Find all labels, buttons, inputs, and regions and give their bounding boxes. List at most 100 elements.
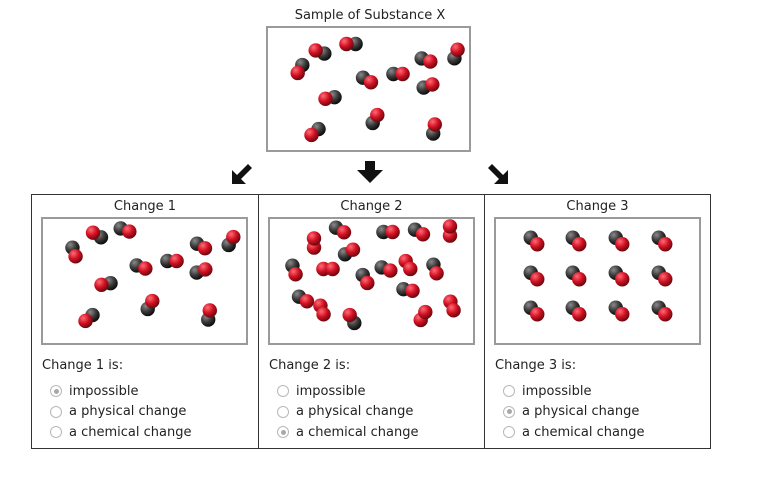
sample-molecules: [290, 36, 465, 143]
option-impossible[interactable]: impossible: [50, 381, 191, 402]
radio-button[interactable]: [503, 405, 515, 418]
option-label: a physical change: [69, 404, 187, 420]
co-molecule: [414, 51, 438, 69]
panel-change-3: Change 3 Change 3 is: impossible a physi…: [484, 195, 710, 448]
co-molecule: [189, 236, 213, 256]
co-molecule: [290, 57, 310, 81]
change-3-molecules: [523, 230, 673, 322]
co-molecule: [201, 303, 217, 327]
arrow-down-right-icon: [488, 164, 508, 184]
option-label: a chemical change: [522, 424, 645, 440]
co-molecule: [426, 117, 442, 141]
co-molecule: [523, 265, 545, 287]
co-molecule: [328, 220, 352, 240]
change-1-molecules: [65, 221, 241, 329]
radio-group: impossible a physical change a chemical …: [503, 381, 644, 443]
co-molecule: [304, 121, 326, 143]
changes-panel-group: Change 1 Change 1 is: impossible a physi…: [31, 194, 711, 449]
co-molecule: [386, 66, 410, 82]
panel-title: Change 3: [566, 199, 629, 214]
co-molecule: [407, 222, 431, 242]
sample-title: Sample of Substance X: [294, 8, 446, 23]
change-prompt: Change 2 is:: [269, 358, 351, 373]
option-physical-change[interactable]: a physical change: [277, 402, 418, 423]
co-molecule: [608, 265, 630, 287]
change-prompt: Change 1 is:: [42, 358, 124, 373]
arrow-down-icon: [357, 161, 383, 183]
option-chemical-change[interactable]: a chemical change: [503, 422, 644, 443]
co-molecule: [608, 300, 630, 322]
radio-group: impossible a physical change a chemical …: [50, 381, 191, 443]
o2-molecule: [413, 304, 433, 328]
co-molecule: [651, 300, 673, 322]
co-molecule: [374, 260, 398, 278]
co-molecule: [140, 293, 160, 317]
radio-button[interactable]: [503, 385, 515, 398]
co-molecule: [337, 242, 361, 262]
molecule-box: [494, 217, 701, 345]
co-molecule: [608, 230, 630, 252]
option-label: a physical change: [296, 404, 414, 420]
radio-button[interactable]: [503, 426, 515, 439]
co-molecule: [221, 229, 241, 253]
arrow-down-left-icon: [232, 164, 252, 184]
o2-molecule: [313, 298, 331, 322]
option-label: impossible: [296, 383, 366, 399]
panel-change-1: Change 1 Change 1 is: impossible a physi…: [32, 195, 258, 448]
co-molecule: [94, 276, 118, 292]
co-molecule: [339, 36, 363, 52]
co-molecule: [523, 300, 545, 322]
co-molecule: [318, 90, 342, 106]
radio-button[interactable]: [50, 385, 62, 398]
co-molecule: [160, 253, 184, 269]
sample-molecule-box: [266, 26, 471, 152]
option-chemical-change[interactable]: a chemical change: [50, 422, 191, 443]
o2-molecule: [398, 253, 418, 277]
radio-button[interactable]: [277, 385, 289, 398]
radio-button[interactable]: [50, 426, 62, 439]
panel-change-2: Change 2 Change 2 is: impossible a physi…: [258, 195, 484, 448]
o2-molecule: [316, 261, 340, 277]
co-molecule: [376, 224, 400, 240]
option-physical-change[interactable]: a physical change: [503, 402, 644, 423]
co-molecule: [651, 265, 673, 287]
co-molecule: [565, 300, 587, 322]
option-chemical-change[interactable]: a chemical change: [277, 422, 418, 443]
co-molecule: [565, 230, 587, 252]
option-physical-change[interactable]: a physical change: [50, 402, 191, 423]
option-label: a chemical change: [69, 424, 192, 440]
panel-title: Change 1: [113, 199, 177, 214]
radio-group: impossible a physical change a chemical …: [277, 381, 418, 443]
option-impossible[interactable]: impossible: [277, 381, 418, 402]
molecule-box: [268, 217, 475, 345]
co-molecule: [78, 307, 100, 329]
co-molecule: [565, 265, 587, 287]
co-molecule: [523, 230, 545, 252]
co-molecule: [651, 230, 673, 252]
option-label: impossible: [69, 383, 139, 399]
co-molecule: [396, 282, 420, 298]
co-molecule: [426, 257, 444, 281]
option-label: impossible: [522, 383, 592, 399]
co-molecule: [365, 107, 385, 131]
co-molecule: [285, 258, 303, 282]
panel-title: Change 2: [340, 199, 403, 214]
option-label: a physical change: [522, 404, 640, 420]
o2-molecule: [306, 231, 322, 255]
molecule-box: [41, 217, 248, 345]
change-prompt: Change 3 is:: [495, 358, 577, 373]
co-molecule: [355, 267, 375, 291]
co-molecule: [65, 240, 83, 264]
co-molecule: [447, 42, 465, 66]
radio-button[interactable]: [50, 405, 62, 418]
change-2-molecules: [285, 219, 461, 331]
co-molecule: [308, 43, 332, 61]
radio-button[interactable]: [277, 405, 289, 418]
co-molecule: [416, 77, 440, 95]
radio-button[interactable]: [277, 426, 289, 439]
o2-molecule: [443, 294, 461, 318]
option-impossible[interactable]: impossible: [503, 381, 644, 402]
option-label: a chemical change: [296, 424, 419, 440]
co-molecule: [189, 262, 213, 280]
co-molecule: [129, 258, 153, 276]
